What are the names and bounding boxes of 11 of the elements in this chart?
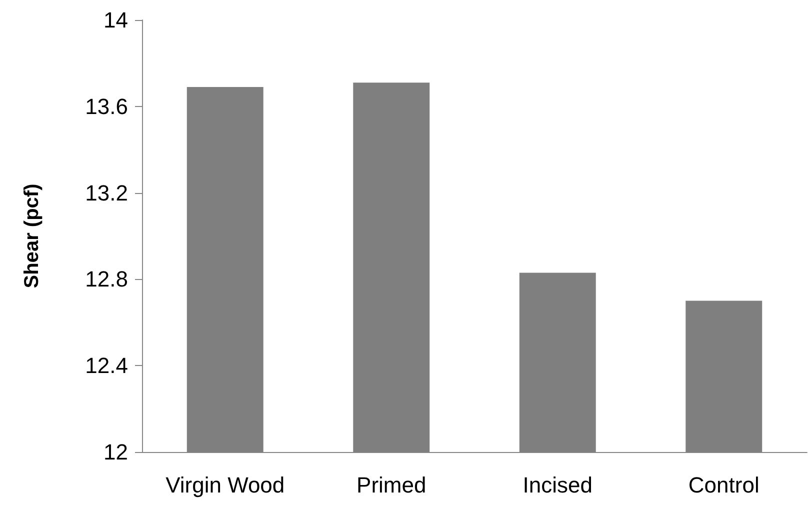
y-tick-label: 13.2 bbox=[85, 180, 128, 206]
x-tick-label: Virgin Wood bbox=[166, 472, 285, 498]
y-tick-label: 12 bbox=[104, 440, 128, 464]
y-tick-label: 13.6 bbox=[85, 94, 128, 119]
x-tick-label: Control bbox=[688, 472, 760, 498]
y-tick-label: 12.8 bbox=[85, 266, 128, 292]
y-tick-label: 14 bbox=[104, 8, 128, 32]
x-tick-label: Incised bbox=[522, 472, 592, 498]
x-tick-label: Primed bbox=[356, 472, 426, 498]
y-axis-title: Shear (pcf) bbox=[21, 184, 43, 288]
y-tick-label: 12.4 bbox=[85, 353, 128, 378]
